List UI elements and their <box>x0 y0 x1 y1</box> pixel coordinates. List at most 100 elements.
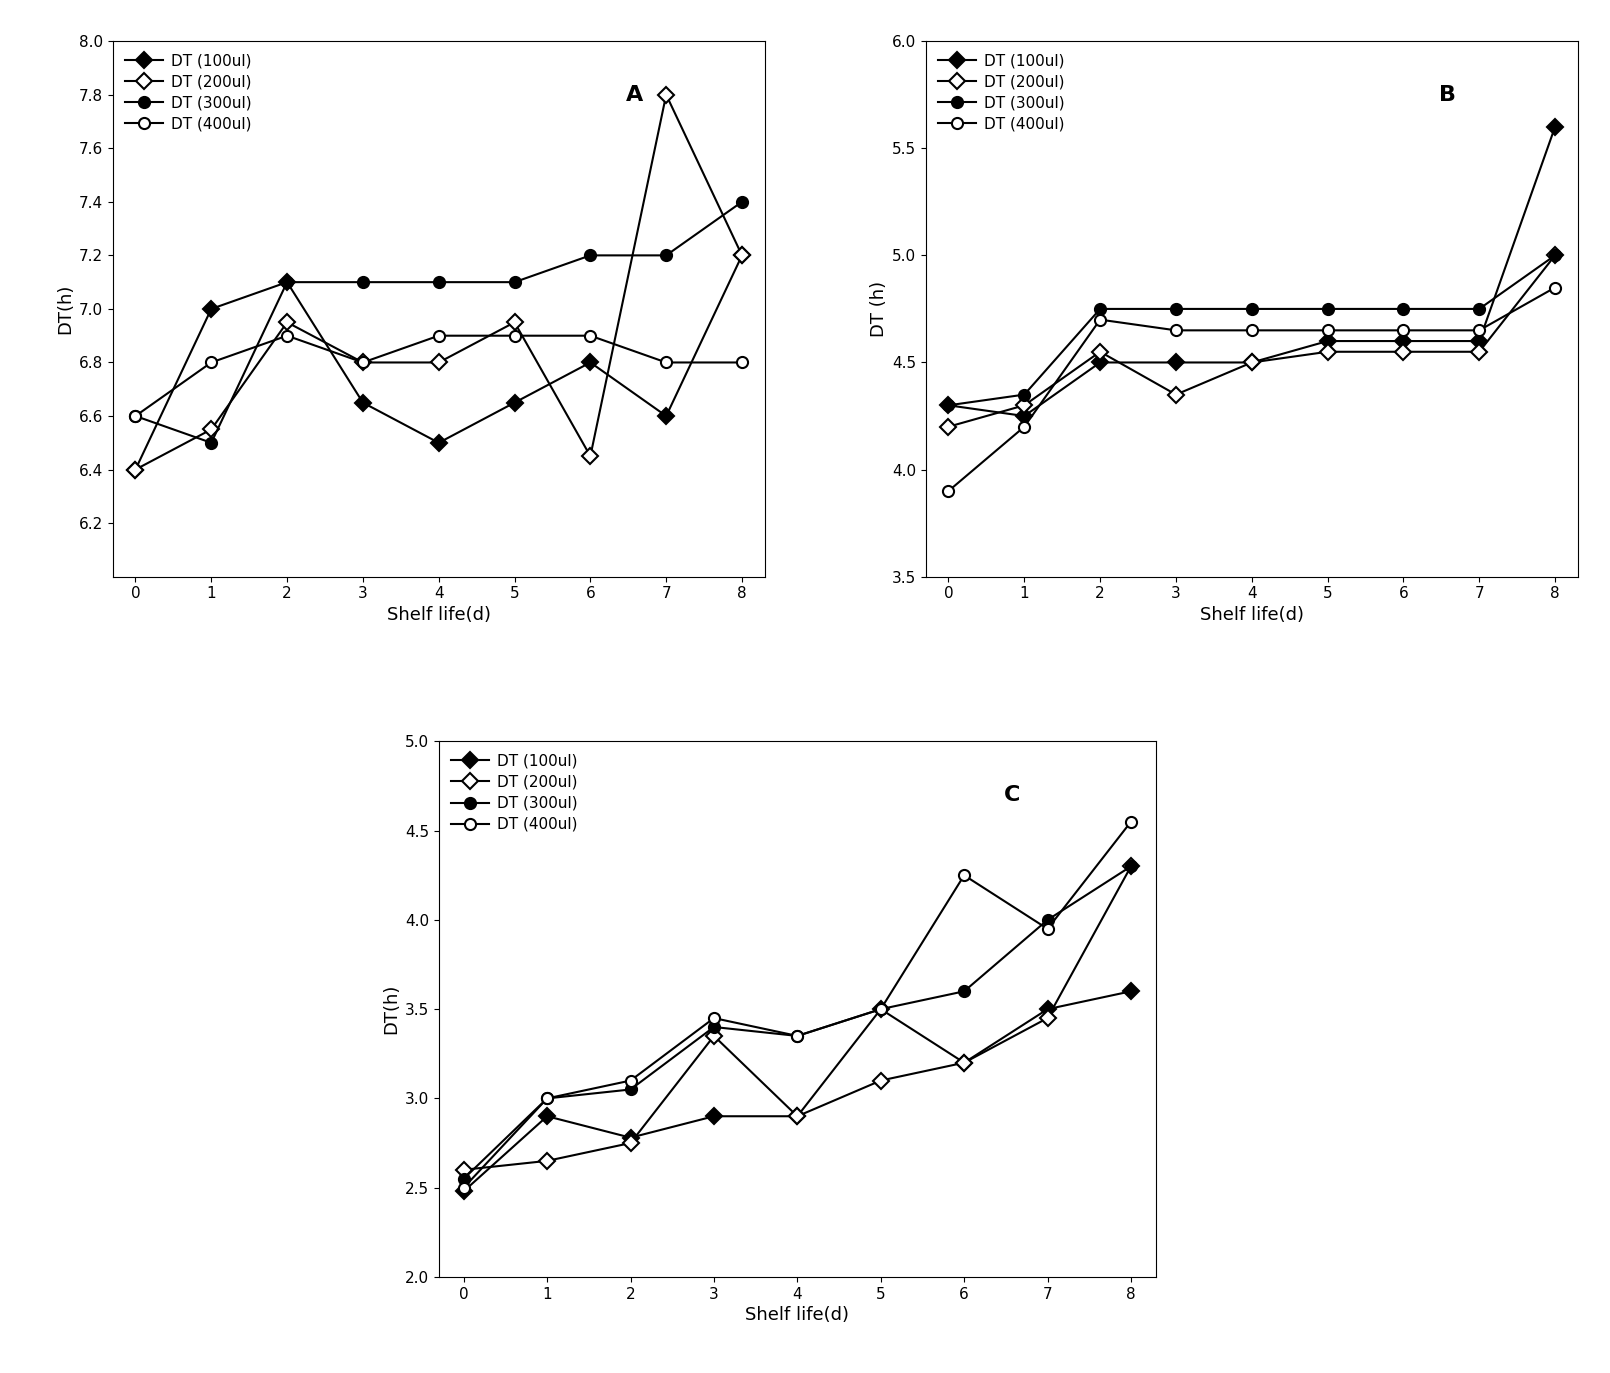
DT (200ul) <box>1166 386 1185 402</box>
DT (300ul) <box>939 397 958 413</box>
DT (100ul) <box>621 1130 641 1146</box>
DT (100ul) <box>704 1108 723 1124</box>
DT (300ul) <box>506 275 525 291</box>
DT (300ul) <box>353 275 372 291</box>
Text: A: A <box>626 85 642 104</box>
DT (100ul) <box>1546 118 1565 135</box>
Line: DT (200ul): DT (200ul) <box>130 89 747 475</box>
DT (100ul) <box>787 1108 807 1124</box>
DT (100ul) <box>657 408 676 424</box>
DT (200ul) <box>704 1027 723 1043</box>
DT (100ul) <box>454 1184 473 1200</box>
DT (300ul) <box>1166 301 1185 317</box>
DT (200ul) <box>277 314 296 331</box>
DT (400ul) <box>277 327 296 343</box>
DT (100ul) <box>1394 332 1414 349</box>
DT (100ul) <box>1470 332 1489 349</box>
DT (100ul) <box>1121 983 1140 1000</box>
DT (200ul) <box>1014 397 1034 413</box>
Line: DT (300ul): DT (300ul) <box>459 861 1137 1185</box>
DT (300ul) <box>1243 301 1262 317</box>
Legend: DT (100ul), DT (200ul), DT (300ul), DT (400ul): DT (100ul), DT (200ul), DT (300ul), DT (… <box>446 750 581 836</box>
DT (300ul) <box>201 434 221 450</box>
DT (400ul) <box>704 1011 723 1027</box>
DT (300ul) <box>871 1001 890 1017</box>
Text: C: C <box>1005 785 1021 805</box>
DT (400ul) <box>1090 312 1109 328</box>
DT (300ul) <box>1546 247 1565 264</box>
Line: DT (100ul): DT (100ul) <box>459 986 1137 1197</box>
DT (300ul) <box>704 1019 723 1035</box>
DT (100ul) <box>733 247 752 264</box>
Y-axis label: DT(h): DT(h) <box>383 984 401 1034</box>
DT (400ul) <box>1470 323 1489 339</box>
DT (400ul) <box>1166 323 1185 339</box>
Y-axis label: DT(h): DT(h) <box>56 284 74 334</box>
DT (100ul) <box>939 397 958 413</box>
DT (200ul) <box>201 422 221 438</box>
DT (100ul) <box>126 461 145 478</box>
DT (100ul) <box>428 434 448 450</box>
DT (300ul) <box>787 1027 807 1043</box>
DT (300ul) <box>277 275 296 291</box>
DT (300ul) <box>621 1082 641 1098</box>
Y-axis label: DT (h): DT (h) <box>869 281 887 336</box>
DT (200ul) <box>1090 343 1109 360</box>
DT (200ul) <box>733 247 752 264</box>
DT (400ul) <box>1243 323 1262 339</box>
X-axis label: Shelf life(d): Shelf life(d) <box>745 1306 850 1324</box>
Text: B: B <box>1439 85 1455 104</box>
DT (300ul) <box>538 1090 557 1107</box>
DT (200ul) <box>454 1162 473 1178</box>
Line: DT (100ul): DT (100ul) <box>130 250 747 475</box>
DT (400ul) <box>506 327 525 343</box>
DT (300ul) <box>126 408 145 424</box>
Line: DT (400ul): DT (400ul) <box>943 281 1560 497</box>
DT (200ul) <box>787 1108 807 1124</box>
DT (200ul) <box>955 1054 974 1071</box>
DT (200ul) <box>581 448 601 464</box>
DT (100ul) <box>201 301 221 317</box>
DT (200ul) <box>1038 1011 1058 1027</box>
DT (200ul) <box>1319 343 1338 360</box>
DT (300ul) <box>1090 301 1109 317</box>
Line: DT (300ul): DT (300ul) <box>130 196 747 449</box>
DT (100ul) <box>955 1054 974 1071</box>
DT (100ul) <box>538 1108 557 1124</box>
DT (100ul) <box>1243 354 1262 371</box>
DT (400ul) <box>955 868 974 884</box>
DT (100ul) <box>1038 1001 1058 1017</box>
DT (200ul) <box>939 419 958 435</box>
DT (100ul) <box>506 394 525 411</box>
DT (300ul) <box>581 247 601 264</box>
DT (200ul) <box>871 1072 890 1089</box>
DT (100ul) <box>277 275 296 291</box>
X-axis label: Shelf life(d): Shelf life(d) <box>1199 605 1304 623</box>
Line: DT (400ul): DT (400ul) <box>130 330 747 422</box>
DT (100ul) <box>1014 408 1034 424</box>
DT (400ul) <box>581 327 601 343</box>
DT (400ul) <box>1038 920 1058 936</box>
DT (200ul) <box>1546 247 1565 264</box>
DT (300ul) <box>1470 301 1489 317</box>
DT (300ul) <box>1121 858 1140 875</box>
DT (400ul) <box>939 483 958 500</box>
DT (400ul) <box>621 1072 641 1089</box>
DT (400ul) <box>353 354 372 371</box>
DT (400ul) <box>1121 813 1140 829</box>
DT (300ul) <box>657 247 676 264</box>
DT (400ul) <box>787 1027 807 1043</box>
Legend: DT (100ul), DT (200ul), DT (300ul), DT (400ul): DT (100ul), DT (200ul), DT (300ul), DT (… <box>121 49 256 136</box>
DT (400ul) <box>657 354 676 371</box>
DT (100ul) <box>1090 354 1109 371</box>
DT (200ul) <box>506 314 525 331</box>
DT (300ul) <box>454 1170 473 1186</box>
DT (200ul) <box>428 354 448 371</box>
DT (400ul) <box>733 354 752 371</box>
DT (100ul) <box>1319 332 1338 349</box>
DT (400ul) <box>1394 323 1414 339</box>
DT (200ul) <box>621 1134 641 1151</box>
DT (300ul) <box>733 194 752 210</box>
DT (400ul) <box>538 1090 557 1107</box>
DT (200ul) <box>657 86 676 103</box>
